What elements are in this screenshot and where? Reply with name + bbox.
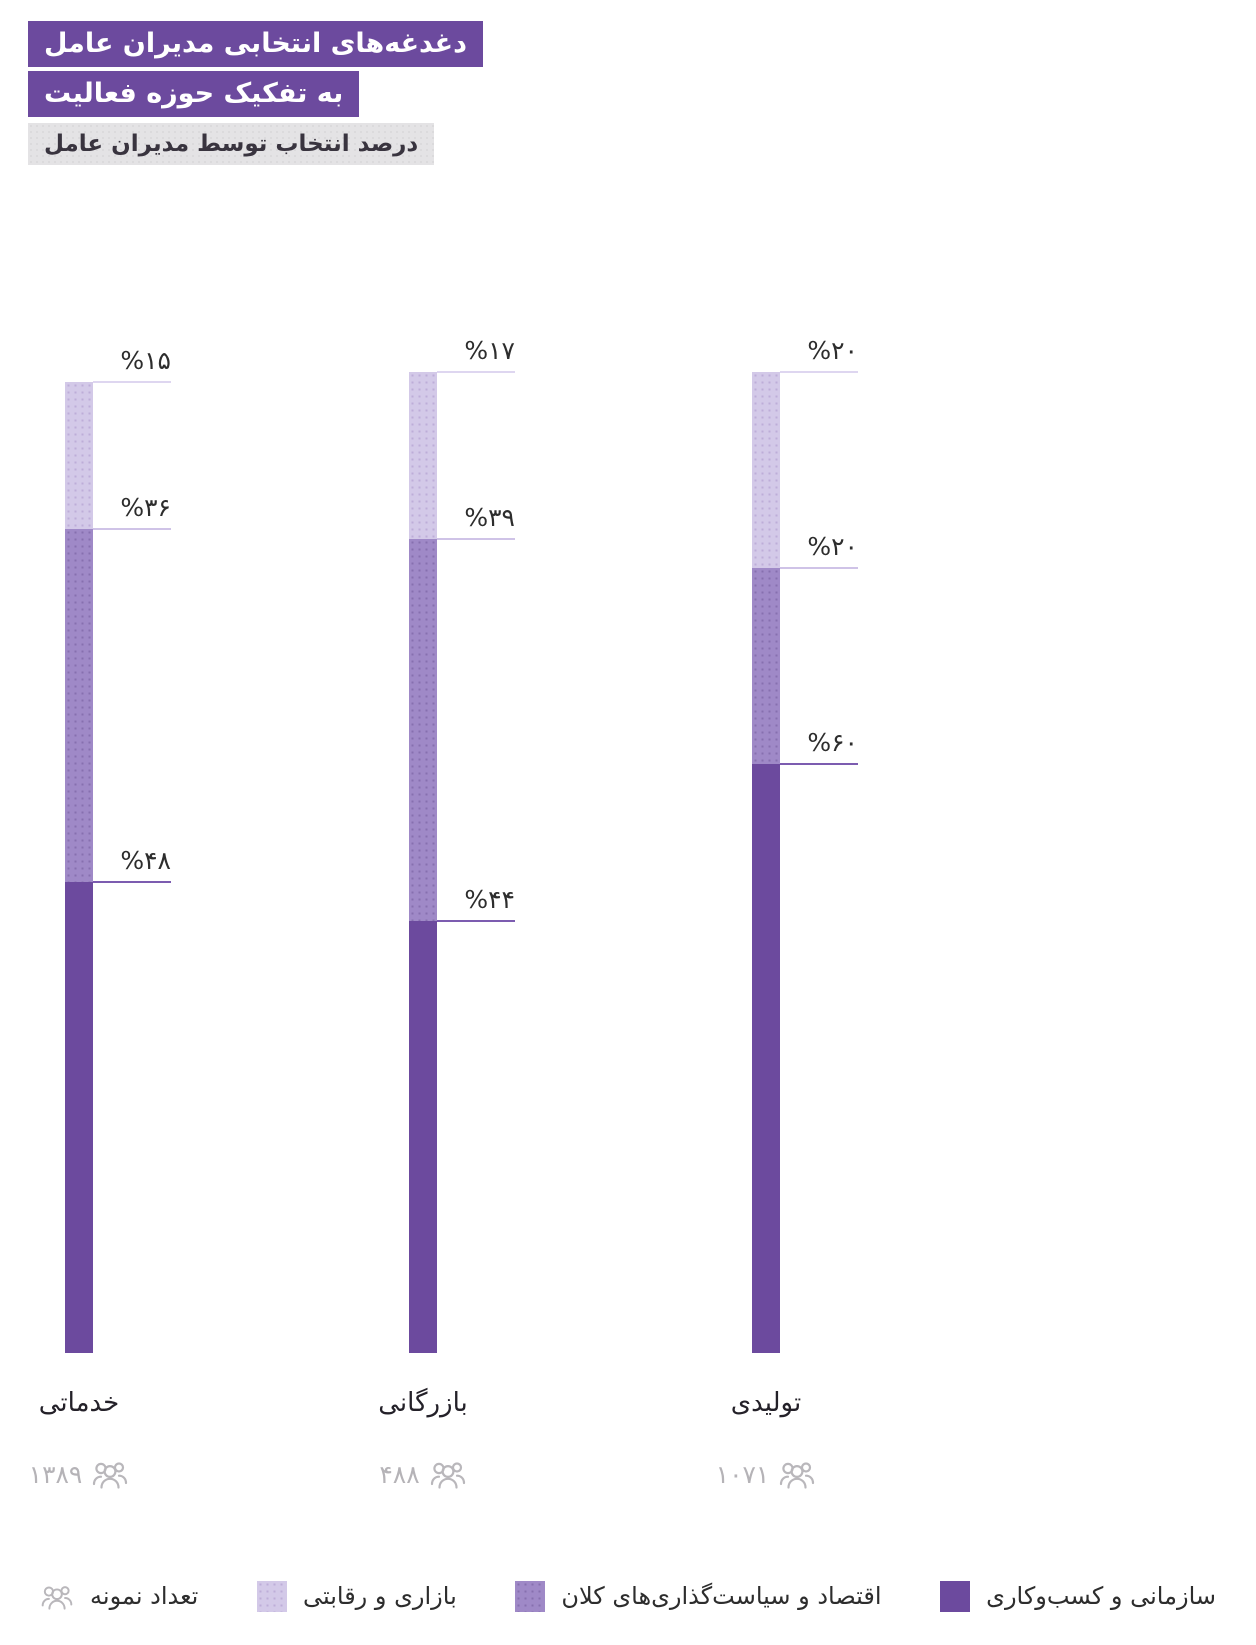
bar-segment-economy-policy <box>409 538 437 922</box>
legend: سازمانی و کسب‌وکاری اقتصاد و سیاست‌گذاری… <box>40 1568 1216 1624</box>
bar-segment-economy-policy <box>752 568 780 765</box>
people-group-icon <box>91 1458 129 1490</box>
bar-segment-market-competitive <box>65 381 93 529</box>
value-label: %۲۰ <box>807 532 858 562</box>
sample-size-services: ۱۳۸۹ <box>0 1458 169 1490</box>
sample-size-manufacturing: ۱۰۷۱ <box>676 1458 856 1490</box>
value-label: %۳۶ <box>120 492 171 522</box>
bar-segment-organizational-business <box>752 764 780 1353</box>
value-label: %۳۹ <box>464 502 515 532</box>
marker-line <box>93 881 171 884</box>
chart-subtitle: درصد انتخاب توسط مدیران عامل <box>28 123 435 165</box>
marker-line <box>93 380 171 383</box>
legend-swatch-dark <box>940 1580 971 1612</box>
marker-line <box>437 920 515 923</box>
value-label: %۱۵ <box>120 345 171 375</box>
legend-item-sample-size: تعداد نمونه <box>40 1582 198 1611</box>
people-group-icon <box>40 1582 74 1611</box>
sample-size-value: ۱۰۷۱ <box>715 1459 770 1489</box>
bar-group-manufacturing: %۲۰ %۲۰ %۶۰ <box>752 336 858 1353</box>
legend-swatch-light <box>256 1580 287 1612</box>
value-label: %۴۸ <box>120 846 171 876</box>
marker-line <box>437 371 515 373</box>
sample-size-commercial: ۴۸۸ <box>333 1458 513 1490</box>
marker-line <box>780 763 858 766</box>
stacked-bar <box>752 372 780 1353</box>
legend-swatch-medium <box>515 1580 546 1612</box>
stacked-bar <box>65 381 93 1353</box>
legend-label: تعداد نمونه <box>90 1582 199 1610</box>
marker-line <box>780 567 858 570</box>
page-title-line1: دغدغه‌های انتخابی مدیران عامل <box>28 21 483 67</box>
sample-size-value: ۱۳۸۹ <box>28 1459 83 1489</box>
bar-segment-market-competitive <box>409 372 437 539</box>
value-label: %۲۰ <box>807 336 858 365</box>
legend-item-economy-policy: اقتصاد و سیاست‌گذاری‌های کلان <box>515 1580 882 1612</box>
bar-group-services: %۱۵ %۳۶ %۴۸ <box>65 346 171 1353</box>
bar-segment-organizational-business <box>65 882 93 1353</box>
legend-label: بازاری و رقابتی <box>302 1582 457 1610</box>
legend-item-market-competitive: بازاری و رقابتی <box>256 1580 457 1612</box>
category-label-services: خدماتی <box>38 1388 120 1418</box>
page-title-line2: به تفکیک حوزه فعالیت <box>28 71 360 117</box>
people-group-icon <box>429 1458 467 1490</box>
people-group-icon <box>778 1458 816 1490</box>
marker-line <box>437 537 515 540</box>
bar-segment-market-competitive <box>752 372 780 569</box>
stacked-bar <box>409 372 437 1353</box>
value-label: %۴۴ <box>464 885 515 915</box>
marker-line <box>780 371 858 373</box>
marker-line <box>93 527 171 530</box>
bar-segment-organizational-business <box>409 921 437 1353</box>
value-label: %۱۷ <box>464 336 515 365</box>
legend-label: سازمانی و کسب‌وکاری <box>986 1582 1216 1610</box>
sample-size-value: ۴۸۸ <box>379 1459 420 1489</box>
bar-segment-economy-policy <box>65 528 93 883</box>
legend-label: اقتصاد و سیاست‌گذاری‌های کلان <box>561 1582 882 1610</box>
bar-group-commercial: %۱۷ %۳۹ %۴۴ <box>409 336 515 1353</box>
category-label-manufacturing: تولیدی <box>730 1388 802 1418</box>
legend-item-organizational-business: سازمانی و کسب‌وکاری <box>940 1580 1216 1612</box>
category-label-commercial: بازرگانی <box>378 1388 468 1418</box>
value-label: %۶۰ <box>807 728 858 758</box>
